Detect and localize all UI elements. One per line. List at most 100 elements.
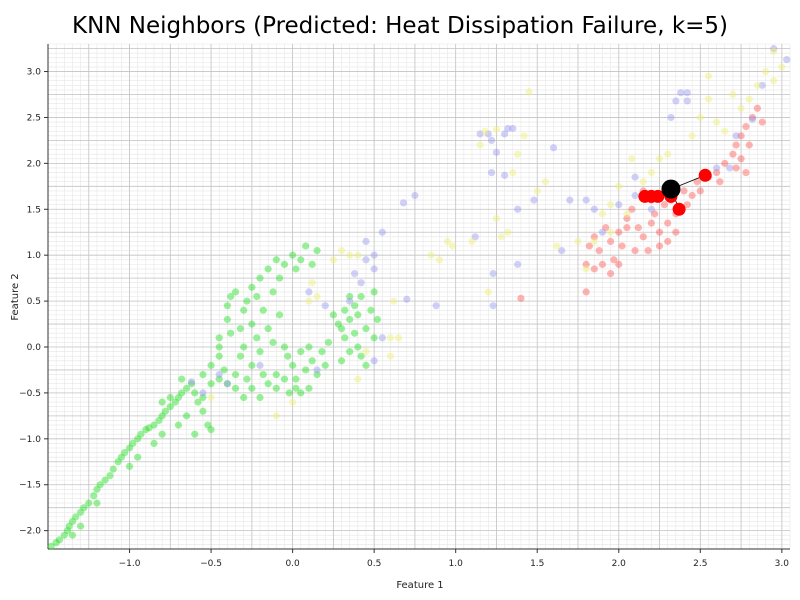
data-point	[504, 124, 512, 133]
data-point	[199, 407, 207, 415]
data-point	[732, 164, 740, 172]
x-tick-label: −1.0	[119, 559, 141, 569]
data-point	[93, 499, 101, 507]
data-point	[501, 171, 509, 179]
data-point	[607, 269, 615, 278]
data-point	[134, 435, 142, 443]
data-point	[350, 329, 359, 337]
data-point	[435, 256, 443, 264]
data-point	[716, 178, 724, 186]
data-point	[63, 527, 72, 535]
data-point	[639, 233, 647, 241]
data-point	[574, 237, 582, 246]
data-point	[395, 334, 403, 342]
data-point	[644, 246, 652, 255]
data-point	[248, 361, 256, 369]
data-point	[655, 228, 664, 236]
data-point	[85, 499, 93, 507]
data-point	[272, 384, 280, 392]
data-point	[215, 375, 223, 383]
data-point	[501, 130, 509, 138]
data-point	[367, 306, 375, 314]
neighbor-point	[672, 202, 686, 216]
data-point	[174, 421, 183, 429]
data-point	[582, 265, 590, 273]
data-point	[240, 306, 248, 314]
data-point	[297, 347, 305, 356]
data-point	[284, 352, 292, 360]
data-point	[748, 113, 757, 122]
y-axis-label: Feature 2	[10, 273, 21, 320]
data-point	[742, 123, 750, 131]
data-point	[47, 542, 55, 550]
data-point	[549, 144, 558, 152]
data-point	[602, 224, 610, 232]
data-point	[240, 393, 248, 402]
data-point	[236, 325, 245, 333]
data-point	[313, 370, 321, 379]
data-point	[90, 492, 98, 500]
data-point	[297, 389, 305, 397]
data-point	[748, 115, 757, 123]
data-point	[729, 150, 737, 158]
data-point	[231, 288, 240, 296]
data-point	[628, 205, 636, 213]
data-point	[520, 132, 528, 140]
data-point	[758, 118, 766, 126]
data-point	[525, 88, 533, 96]
data-point	[696, 187, 704, 195]
data-point	[492, 125, 501, 133]
data-point	[204, 421, 212, 429]
data-point	[264, 265, 272, 273]
data-point	[292, 265, 300, 273]
data-point	[158, 412, 166, 420]
data-point	[778, 63, 786, 71]
data-point	[582, 196, 590, 204]
data-point	[350, 269, 359, 278]
data-point	[598, 260, 607, 268]
data-point	[683, 97, 691, 105]
data-point	[292, 384, 300, 392]
data-point	[489, 302, 497, 310]
data-point	[248, 320, 256, 328]
data-point	[329, 256, 337, 264]
data-point	[696, 113, 704, 122]
data-point	[337, 246, 346, 255]
data-point	[623, 224, 631, 232]
data-point	[308, 279, 316, 287]
y-tick-label: 0.0	[27, 343, 42, 353]
data-point	[553, 242, 561, 250]
data-point	[639, 178, 647, 186]
y-tick-label: 3.0	[27, 68, 42, 78]
data-point	[664, 150, 672, 158]
data-point	[289, 361, 297, 369]
data-point	[664, 219, 672, 227]
data-point	[227, 292, 235, 301]
data-point	[651, 210, 659, 218]
data-point	[117, 453, 125, 461]
data-point	[598, 210, 607, 218]
data-point	[623, 210, 631, 218]
x-tick-label: 2.5	[693, 559, 707, 569]
blue-class-points	[187, 44, 791, 397]
data-point	[223, 380, 231, 388]
y-tick-label: 0.5	[27, 297, 41, 307]
data-point	[350, 302, 359, 310]
data-point	[713, 118, 721, 126]
data-point	[623, 214, 631, 223]
x-tick-label: 3.0	[775, 559, 790, 569]
data-point	[582, 260, 590, 268]
data-point	[256, 347, 264, 356]
data-point	[753, 81, 761, 89]
data-point	[357, 279, 365, 287]
data-point	[411, 191, 419, 200]
data-point	[243, 375, 251, 383]
data-point	[109, 465, 117, 473]
chart-title: KNN Neighbors (Predicted: Heat Dissipati…	[72, 13, 728, 39]
data-point	[683, 201, 691, 209]
y-tick-label: 2.0	[27, 159, 42, 169]
data-point	[487, 136, 496, 145]
data-point	[101, 476, 109, 484]
data-point	[275, 311, 284, 319]
data-point	[509, 168, 517, 177]
